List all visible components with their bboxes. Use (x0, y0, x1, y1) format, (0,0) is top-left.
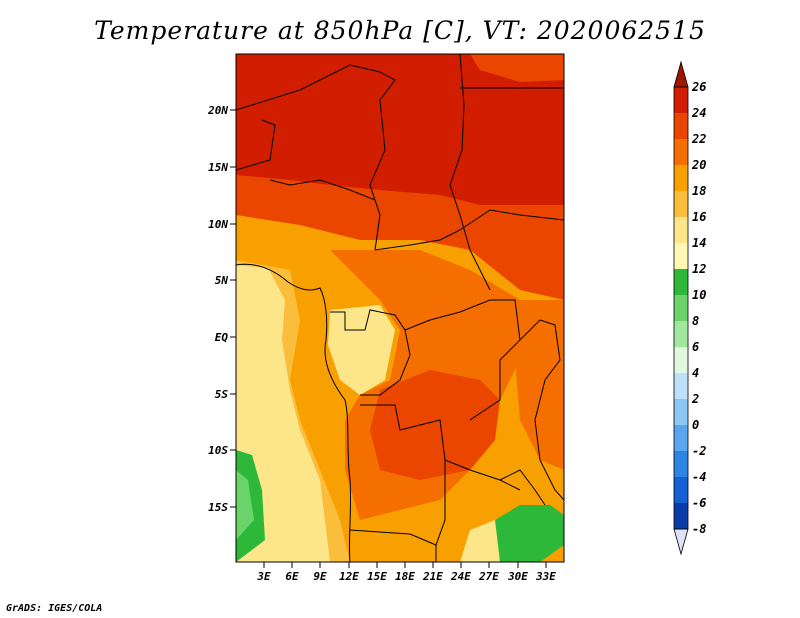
map-frame (235, 53, 565, 563)
lon-tick-label: 3E (256, 570, 271, 583)
colorbar: 26 24 22 20 18 16 14 12 10 8 6 4 2 0 -2 … (673, 60, 706, 556)
colorbar-label: 10 (692, 288, 706, 302)
lon-tick-label: 21E (422, 570, 443, 583)
band-green-sw-light (236, 470, 254, 540)
colorbar-swatch (674, 113, 688, 139)
lat-tick-label: 5S (215, 388, 229, 401)
colorbar-label: 20 (691, 158, 706, 172)
colorbar-swatch (674, 295, 688, 321)
lon-tick-label: 24E (450, 570, 471, 583)
grads-footer: GrADS: IGES/COLA (6, 603, 103, 614)
colorbar-swatch (674, 165, 688, 191)
lat-tick-label: 15S (208, 501, 228, 514)
band-24-26 (236, 54, 564, 205)
temperature-field (236, 54, 564, 562)
colorbar-swatch (674, 191, 688, 217)
lon-tick-label: 18E (395, 570, 415, 583)
colorbar-swatch (674, 503, 688, 529)
lon-tick-label: 30E (507, 570, 528, 583)
lat-tick-label: 10N (208, 218, 228, 231)
country-boundaries (236, 54, 564, 562)
colorbar-swatch (674, 373, 688, 399)
lon-tick-label: 27E (478, 570, 499, 583)
colorbar-label: -8 (692, 522, 706, 536)
colorbar-label: 12 (692, 262, 706, 276)
colorbar-label: 0 (692, 418, 699, 432)
colorbar-swatch (674, 399, 688, 425)
lon-tick-label: 33E (535, 570, 556, 583)
lon-ticks: 3E 6E 9E 12E 15E 18E 21E 24E 27E 30E 33E (256, 562, 556, 583)
colorbar-label: 6 (692, 340, 699, 354)
colorbar-swatch (674, 451, 688, 477)
lat-tick-label: EQ (215, 331, 229, 344)
colorbar-swatch (674, 347, 688, 373)
colorbar-swatch (674, 269, 688, 295)
lat-tick-label: 10S (208, 444, 228, 457)
colorbar-label: 4 (692, 366, 699, 380)
lat-tick-label: 15N (208, 161, 228, 174)
lon-tick-label: 15E (367, 570, 387, 583)
band-22-24-core (370, 370, 500, 480)
colorbar-label: 22 (691, 132, 706, 146)
colorbar-label: 8 (692, 314, 699, 328)
lon-tick-label: 12E (339, 570, 359, 583)
colorbar-label: 14 (692, 236, 706, 250)
colorbar-label: 24 (691, 106, 706, 120)
map-title: Temperature at 850hPa [C], VT: 202006251… (94, 16, 706, 45)
colorbar-top-triangle (673, 60, 689, 88)
lat-tick-label: 5N (215, 274, 229, 287)
lon-tick-label: 6E (285, 570, 299, 583)
colorbar-swatch (674, 217, 688, 243)
colorbar-swatch (674, 321, 688, 347)
band-ne-patch (470, 54, 564, 82)
band-east-20-22 (515, 300, 564, 470)
colorbar-bottom-triangle (673, 528, 689, 556)
lon-tick-label: 9E (313, 570, 327, 583)
colorbar-swatch (674, 139, 688, 165)
colorbar-swatch (674, 243, 688, 269)
colorbar-swatch (674, 87, 688, 113)
colorbar-label: -6 (692, 496, 706, 510)
colorbar-label: -2 (692, 444, 706, 458)
colorbar-label: 26 (691, 80, 706, 94)
colorbar-swatch (674, 477, 688, 503)
colorbar-label: 18 (692, 184, 706, 198)
band-yellow-se (460, 520, 500, 562)
colorbar-label: 2 (691, 392, 699, 406)
colorbar-label: -4 (692, 470, 706, 484)
lat-tick-label: 20N (207, 104, 228, 117)
lat-ticks: 20N 15N 10N 5N EQ 5S 10S 15S (207, 104, 236, 514)
colorbar-swatch (674, 425, 688, 451)
band-green-se (492, 505, 564, 562)
colorbar-label: 16 (692, 210, 706, 224)
